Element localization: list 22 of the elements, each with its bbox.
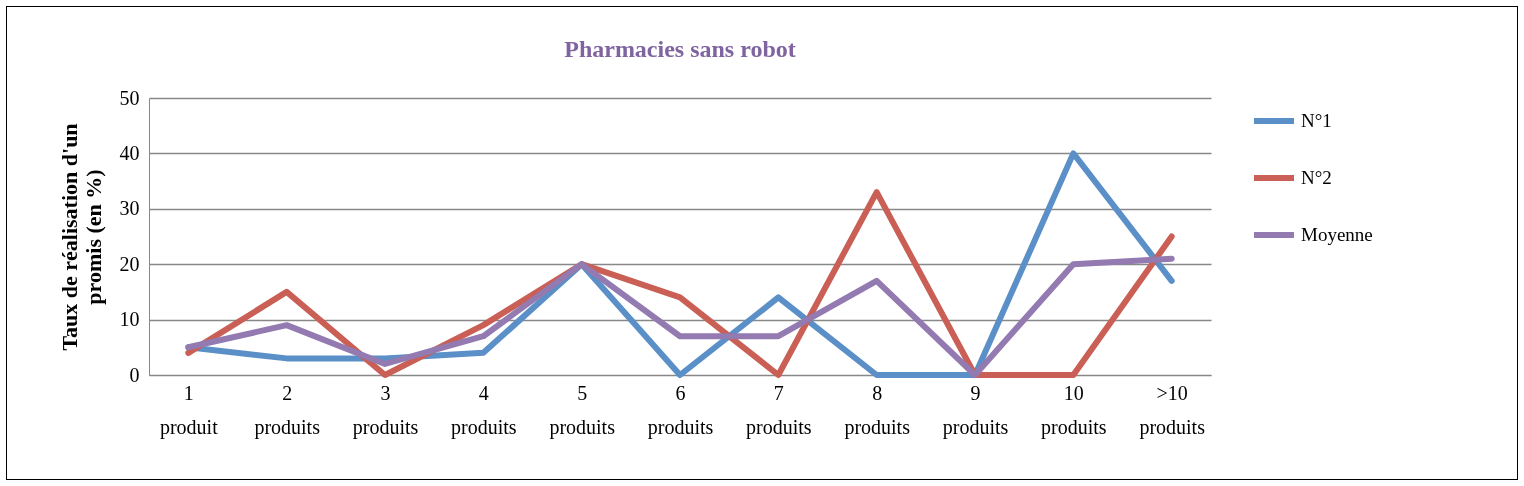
chart-title: Pharmacies sans robot: [564, 36, 796, 62]
x-tick-label: 7 produits: [746, 381, 812, 439]
x-tick-label: 2 produits: [254, 381, 321, 439]
x-tick-label: 10 produits: [1041, 381, 1107, 439]
y-tick-label: 10: [119, 308, 140, 331]
x-tick-label: 8 produits: [844, 381, 911, 439]
x-tick-label: 5 produits: [549, 381, 616, 439]
y-tick-label: 40: [119, 141, 140, 164]
legend-label: N°2: [1301, 167, 1332, 188]
x-tick-label: >10 produits: [1139, 381, 1206, 439]
x-tick-label: 9 produits: [942, 381, 1009, 439]
x-tick-label: 1 produit: [159, 381, 219, 439]
y-tick-label: 50: [119, 86, 140, 109]
y-tick-label: 0: [129, 363, 140, 386]
y-tick-label: 20: [119, 252, 140, 275]
y-tick-label: 30: [119, 197, 140, 220]
x-tick-label: 4 produits: [451, 381, 517, 439]
legend-label: Moyenne: [1301, 224, 1373, 245]
legend-label: N°1: [1301, 110, 1332, 131]
y-axis-title: Taux de réalisation d'un promis (en %): [56, 123, 106, 351]
x-tick-label: 6 produits: [647, 381, 714, 439]
x-tick-label: 3 produits: [352, 381, 419, 439]
